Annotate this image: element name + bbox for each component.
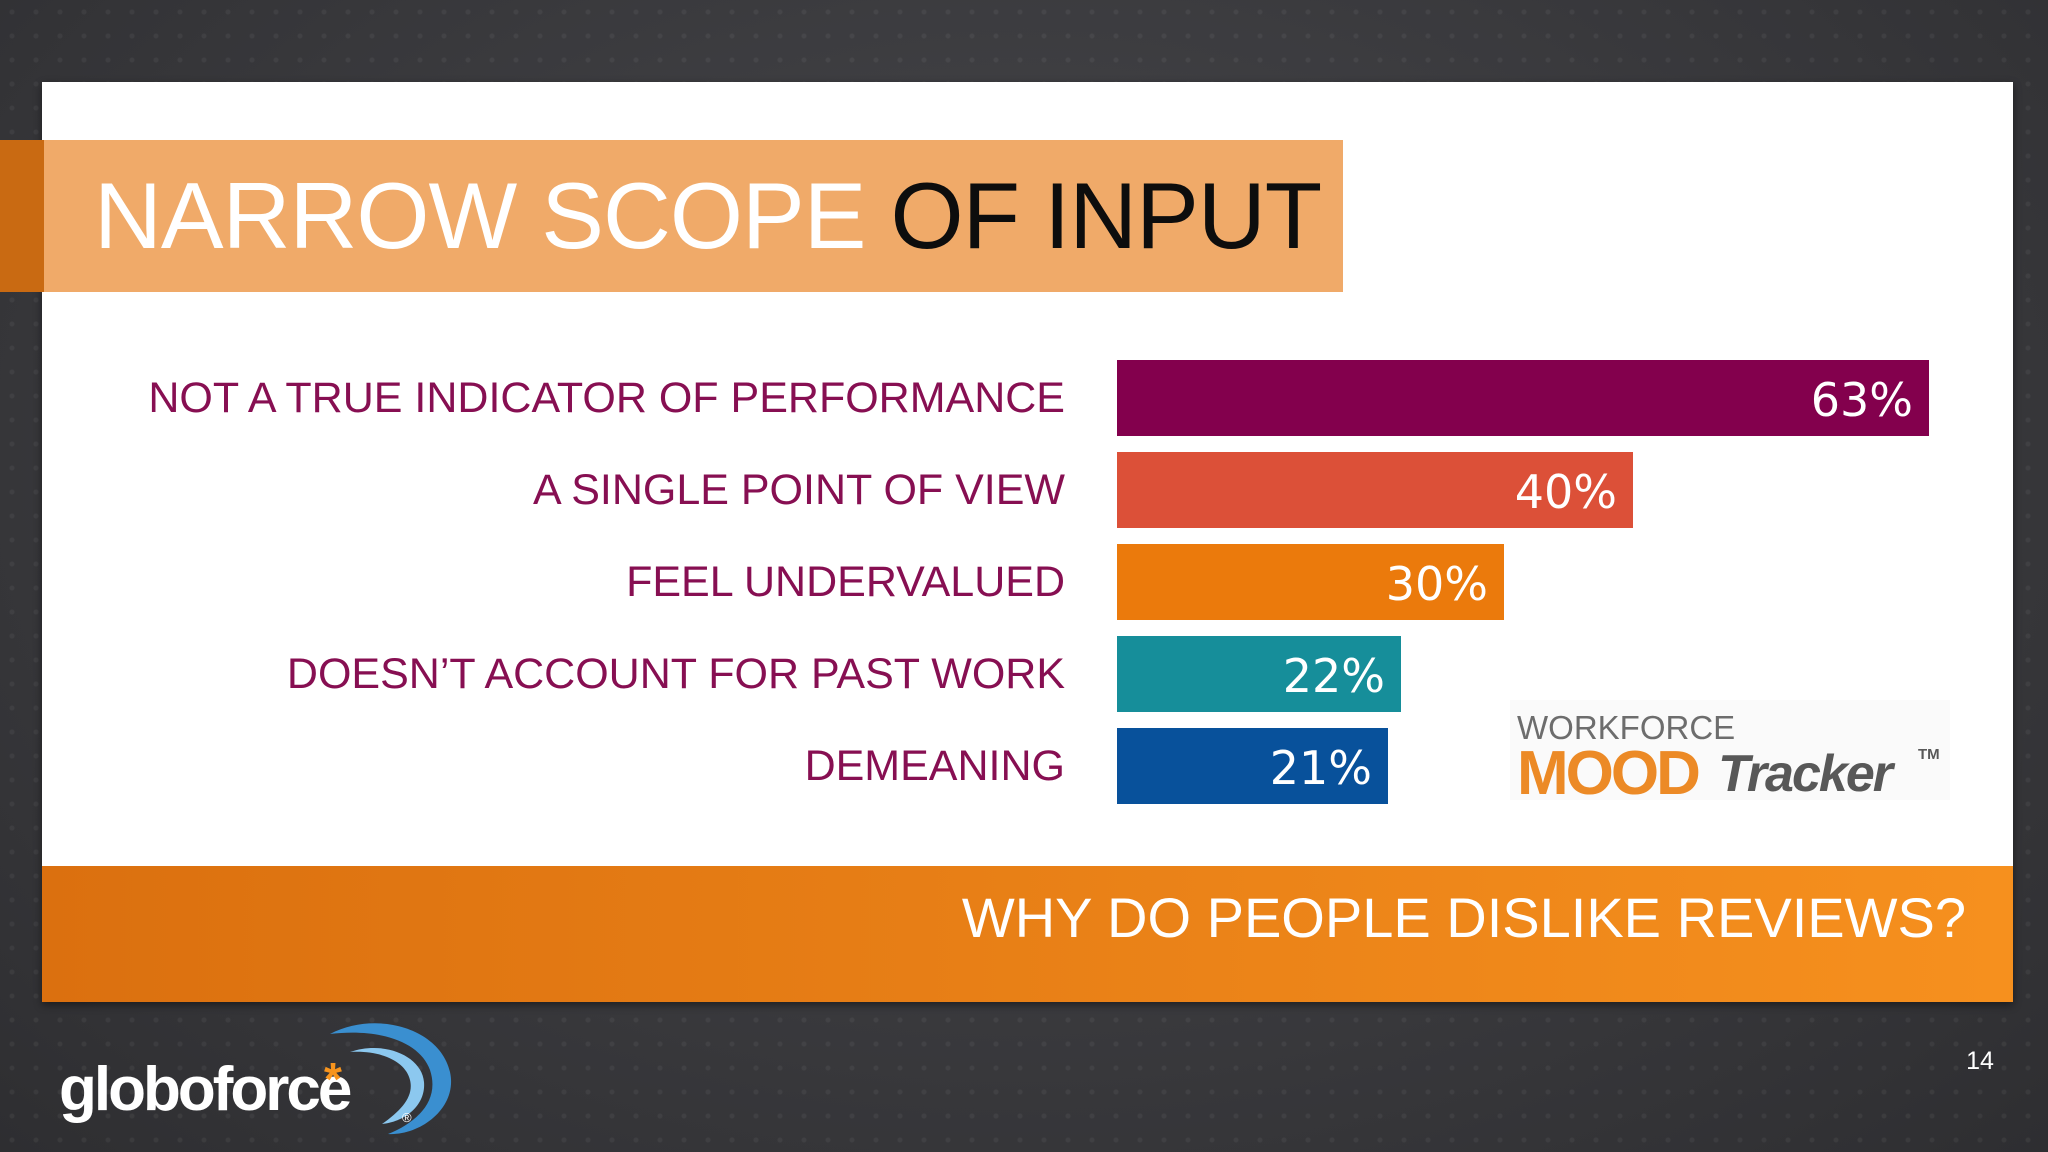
- brand-registered-mark: ®: [402, 1110, 412, 1125]
- bar: [1117, 360, 1929, 436]
- workforce-moodtracker-logo: WORKFORCE MOOD Tracker TM: [1510, 700, 1950, 808]
- bar-value-label: 30%: [1385, 557, 1488, 611]
- bar: [1117, 636, 1401, 712]
- category-label: FEEL UNDERVALUED: [626, 558, 1065, 606]
- title-part-dark: OF INPUT: [890, 163, 1323, 268]
- slide-title: NARROW SCOPE OF INPUT: [94, 140, 1323, 292]
- bar: [1117, 728, 1388, 804]
- footer-question: WHY DO PEOPLE DISLIKE REVIEWS?: [961, 886, 1966, 949]
- bar-value-label: 40%: [1514, 465, 1617, 519]
- globoforce-logo: globoforce * ®: [40, 1010, 452, 1140]
- logo-mood-text: MOOD: [1517, 739, 1701, 808]
- category-label: A SINGLE POINT OF VIEW: [532, 466, 1065, 514]
- bar: [1117, 544, 1504, 620]
- category-label: DEMEANING: [804, 742, 1065, 790]
- logo-workforce-text: WORKFORCE: [1517, 709, 1736, 746]
- bar-value-label: 21%: [1269, 741, 1372, 795]
- title-band: [44, 140, 1343, 292]
- page-number: 14: [1966, 1047, 1994, 1075]
- brand-name: globoforce: [59, 1055, 352, 1124]
- title-part-light: NARROW SCOPE: [94, 163, 866, 268]
- swoosh-icon: [330, 1023, 452, 1135]
- title-accent-bar: [0, 140, 44, 292]
- category-label: NOT A TRUE INDICATOR OF PERFORMANCE: [148, 374, 1065, 422]
- bar-value-label: 63%: [1810, 373, 1913, 427]
- brand-star-icon: *: [324, 1053, 342, 1105]
- logo-tm-mark: TM: [1918, 746, 1940, 763]
- footer-band: [42, 866, 2013, 1002]
- category-label: DOESN’T ACCOUNT FOR PAST WORK: [286, 650, 1065, 698]
- bar: [1117, 452, 1633, 528]
- bar-value-label: 22%: [1282, 649, 1385, 703]
- logo-tracker-text: Tracker: [1718, 745, 1893, 803]
